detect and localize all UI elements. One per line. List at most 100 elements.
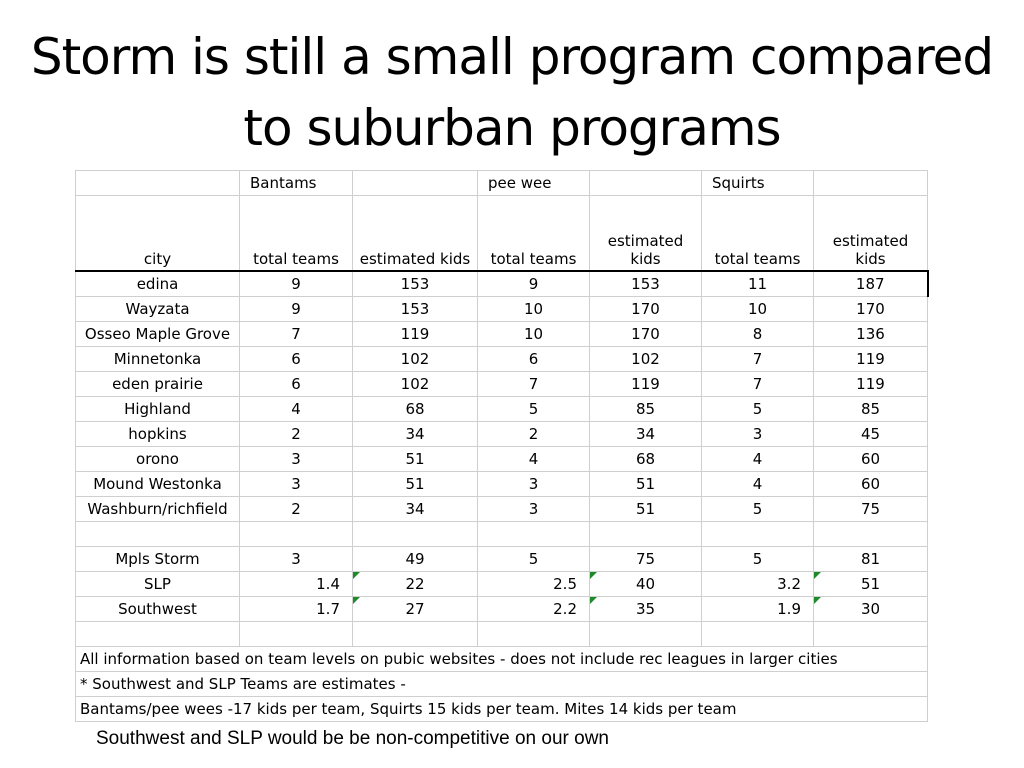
blank-cell — [813, 621, 928, 647]
group-header-row: Bantams pee wee Squirts — [75, 170, 928, 196]
cell-value: 85 — [860, 400, 881, 418]
blank-cell — [589, 521, 702, 547]
cell-squirts-kids: 60 — [813, 446, 928, 472]
blank-cell — [701, 621, 814, 647]
cell-bantams-teams: 2 — [239, 421, 353, 447]
blank-cell — [75, 170, 240, 196]
cell-value: 75 — [860, 500, 881, 518]
cell-peewee-teams: 10 — [477, 321, 590, 347]
estimate-flag-icon — [590, 597, 597, 604]
cell-bantams-teams: 1.7 — [239, 596, 353, 622]
note-row: Bantams/pee wees -17 kids per team, Squi… — [75, 696, 928, 722]
cell-bantams-teams: 6 — [239, 371, 353, 397]
cell-value: 153 — [631, 275, 660, 293]
cell-value: 6 — [528, 350, 539, 368]
cell-city: Southwest — [75, 596, 240, 622]
col-header-line: kids — [855, 250, 886, 268]
cell-city: Highland — [75, 396, 240, 422]
cell-value: 51 — [635, 500, 656, 518]
cell-value: 9 — [291, 275, 301, 293]
cell-bantams-kids: 27 — [352, 596, 478, 622]
cell-squirts-kids: 45 — [813, 421, 928, 447]
cell-value: 187 — [855, 275, 885, 293]
cell-city: hopkins — [75, 421, 240, 447]
cell-value: 6 — [291, 375, 301, 393]
cell-value: 3 — [752, 425, 763, 443]
cell-bantams-kids: 34 — [352, 496, 478, 522]
cell-value: 170 — [856, 300, 885, 318]
cell-peewee-teams: 2.2 — [477, 596, 590, 622]
program-comparison-table: Bantams pee wee Squirts city total teams… — [75, 170, 929, 722]
table-row: Mpls Storm 3 49 5 75 5 81 — [75, 546, 928, 572]
cell-value: All information based on team levels on … — [80, 650, 838, 668]
cell-value: 170 — [631, 300, 660, 318]
cell-city: Mound Westonka — [75, 471, 240, 497]
cell-value: 5 — [752, 400, 763, 418]
cell-value: 49 — [405, 550, 425, 568]
cell-squirts-teams: 4 — [701, 446, 814, 472]
cell-bantams-kids: 49 — [352, 546, 478, 572]
blank-cell — [589, 621, 702, 647]
cell-value: 4 — [528, 450, 539, 468]
table-row: hopkins 2 34 2 34 3 45 — [75, 421, 928, 447]
cell-peewee-teams: 10 — [477, 296, 590, 322]
cell-peewee-teams: 6 — [477, 346, 590, 372]
cell-value: 75 — [635, 550, 656, 568]
note-text: * Southwest and SLP Teams are estimates … — [75, 671, 928, 697]
cell-peewee-kids: 153 — [589, 270, 702, 297]
cell-value: 51 — [405, 475, 425, 493]
col-header-bantams-kids: estimated kids — [352, 195, 478, 272]
cell-value: Osseo Maple Grove — [84, 325, 231, 343]
cell-city: SLP — [75, 571, 240, 597]
cell-value: 1.7 — [316, 600, 340, 618]
cell-value: 51 — [860, 575, 881, 593]
cell-peewee-kids: 102 — [589, 346, 702, 372]
col-header-city: city — [75, 195, 240, 272]
cell-peewee-kids: 51 — [589, 496, 702, 522]
cell-bantams-teams: 9 — [239, 296, 353, 322]
cell-value: 51 — [405, 450, 425, 468]
cell-squirts-kids: 30 — [813, 596, 928, 622]
blank-cell — [75, 621, 240, 647]
cell-city: Minnetonka — [75, 346, 240, 372]
cell-value: 3 — [291, 450, 301, 468]
cell-value: 119 — [856, 350, 885, 368]
cell-value: 6 — [291, 350, 301, 368]
cell-value: 2.2 — [553, 600, 577, 618]
blank-cell — [239, 521, 353, 547]
cell-peewee-kids: 35 — [589, 596, 702, 622]
cell-value: 35 — [635, 600, 656, 618]
estimate-flag-icon — [353, 597, 360, 604]
col-header-squirts-kids: estimated kids — [813, 195, 928, 272]
cell-value: 4 — [752, 450, 763, 468]
cell-value: 4 — [291, 400, 301, 418]
cell-squirts-teams: 7 — [701, 371, 814, 397]
blank-cell — [75, 521, 240, 547]
cell-squirts-teams: 1.9 — [701, 596, 814, 622]
cell-peewee-teams: 7 — [477, 371, 590, 397]
cell-value: 5 — [528, 400, 539, 418]
cell-value: 7 — [752, 375, 763, 393]
cell-peewee-teams: 9 — [477, 270, 590, 297]
cell-squirts-teams: 5 — [701, 546, 814, 572]
cell-value: Southwest — [118, 600, 197, 618]
cell-value: 34 — [405, 425, 425, 443]
slide-title: Storm is still a small program compared … — [30, 28, 994, 157]
cell-squirts-kids: 85 — [813, 396, 928, 422]
table-row: Minnetonka 6 102 6 102 7 119 — [75, 346, 928, 372]
cell-squirts-kids: 119 — [813, 346, 928, 372]
cell-value: 153 — [400, 275, 430, 293]
cell-peewee-kids: 40 — [589, 571, 702, 597]
cell-city: edina — [75, 270, 240, 297]
cell-value: 5 — [752, 550, 763, 568]
cell-value: 1.4 — [316, 575, 340, 593]
cell-bantams-kids: 119 — [352, 321, 478, 347]
cell-value: 30 — [860, 600, 881, 618]
cell-value: 40 — [635, 575, 656, 593]
cell-value: Wayzata — [125, 300, 190, 318]
cell-city: Wayzata — [75, 296, 240, 322]
cell-value: 4 — [752, 475, 763, 493]
table-row: edina 9 153 9 153 11 187 — [75, 270, 929, 297]
cell-squirts-kids: 75 — [813, 496, 928, 522]
cell-value: Washburn/richfield — [87, 500, 228, 518]
